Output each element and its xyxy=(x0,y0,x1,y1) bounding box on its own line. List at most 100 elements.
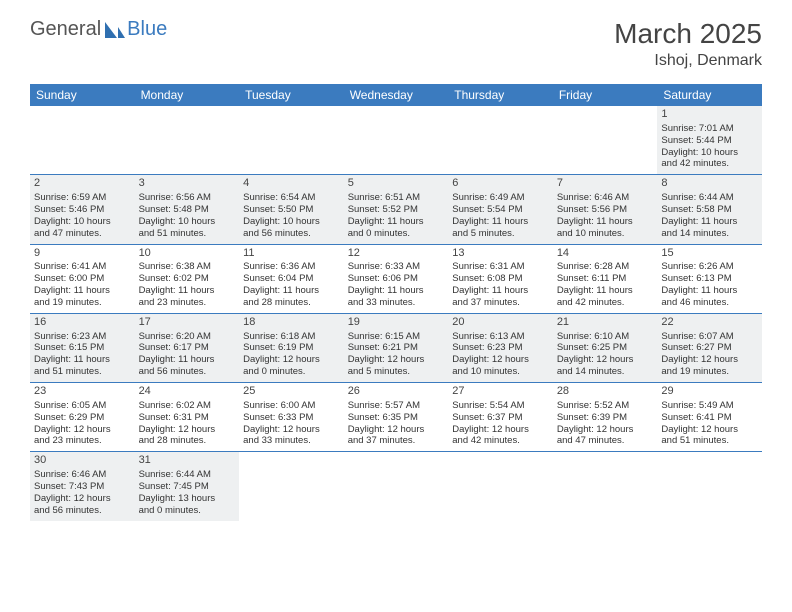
daylight-text: Daylight: 11 hours xyxy=(243,285,340,297)
sunset-text: Sunset: 6:19 PM xyxy=(243,342,340,354)
sunrise-text: Sunrise: 6:36 AM xyxy=(243,261,340,273)
daylight-text: and 14 minutes. xyxy=(661,228,758,240)
calendar-cell: 30Sunrise: 6:46 AMSunset: 7:43 PMDayligh… xyxy=(30,452,135,521)
sunrise-text: Sunrise: 6:33 AM xyxy=(348,261,445,273)
day-header: Saturday xyxy=(657,84,762,106)
sunset-text: Sunset: 5:54 PM xyxy=(452,204,549,216)
daylight-text: Daylight: 12 hours xyxy=(557,354,654,366)
daylight-text: Daylight: 11 hours xyxy=(661,216,758,228)
sunrise-text: Sunrise: 6:51 AM xyxy=(348,192,445,204)
sunset-text: Sunset: 6:25 PM xyxy=(557,342,654,354)
day-header: Sunday xyxy=(30,84,135,106)
sunset-text: Sunset: 6:13 PM xyxy=(661,273,758,285)
daylight-text: Daylight: 13 hours xyxy=(139,493,236,505)
month-title: March 2025 xyxy=(614,18,762,50)
sunset-text: Sunset: 7:45 PM xyxy=(139,481,236,493)
sunrise-text: Sunrise: 5:49 AM xyxy=(661,400,758,412)
daylight-text: and 33 minutes. xyxy=(243,435,340,447)
day-number: 31 xyxy=(139,454,236,468)
sunrise-text: Sunrise: 6:13 AM xyxy=(452,331,549,343)
calendar-cell: 15Sunrise: 6:26 AMSunset: 6:13 PMDayligh… xyxy=(657,244,762,313)
sunset-text: Sunset: 6:00 PM xyxy=(34,273,131,285)
sunset-text: Sunset: 6:27 PM xyxy=(661,342,758,354)
sunrise-text: Sunrise: 6:00 AM xyxy=(243,400,340,412)
daylight-text: and 51 minutes. xyxy=(661,435,758,447)
day-number: 10 xyxy=(139,247,236,261)
calendar-table: Sunday Monday Tuesday Wednesday Thursday… xyxy=(30,84,762,521)
calendar-row: 30Sunrise: 6:46 AMSunset: 7:43 PMDayligh… xyxy=(30,452,762,521)
calendar-cell: 19Sunrise: 6:15 AMSunset: 6:21 PMDayligh… xyxy=(344,313,449,382)
day-number: 18 xyxy=(243,316,340,330)
calendar-cell xyxy=(553,106,658,175)
daylight-text: and 19 minutes. xyxy=(661,366,758,378)
sunset-text: Sunset: 6:15 PM xyxy=(34,342,131,354)
sunrise-text: Sunrise: 6:59 AM xyxy=(34,192,131,204)
sunrise-text: Sunrise: 6:20 AM xyxy=(139,331,236,343)
day-number: 4 xyxy=(243,177,340,191)
sunrise-text: Sunrise: 6:26 AM xyxy=(661,261,758,273)
calendar-cell: 24Sunrise: 6:02 AMSunset: 6:31 PMDayligh… xyxy=(135,383,240,452)
day-header: Thursday xyxy=(448,84,553,106)
day-number: 1 xyxy=(661,108,758,122)
daylight-text: Daylight: 12 hours xyxy=(34,424,131,436)
calendar-cell xyxy=(239,452,344,521)
daylight-text: Daylight: 11 hours xyxy=(139,285,236,297)
calendar-cell: 8Sunrise: 6:44 AMSunset: 5:58 PMDaylight… xyxy=(657,175,762,244)
daylight-text: and 51 minutes. xyxy=(34,366,131,378)
calendar-cell: 31Sunrise: 6:44 AMSunset: 7:45 PMDayligh… xyxy=(135,452,240,521)
calendar-cell: 26Sunrise: 5:57 AMSunset: 6:35 PMDayligh… xyxy=(344,383,449,452)
daylight-text: and 42 minutes. xyxy=(452,435,549,447)
day-number: 6 xyxy=(452,177,549,191)
sunrise-text: Sunrise: 6:46 AM xyxy=(34,469,131,481)
day-header: Tuesday xyxy=(239,84,344,106)
sunset-text: Sunset: 6:39 PM xyxy=(557,412,654,424)
sunrise-text: Sunrise: 6:44 AM xyxy=(139,469,236,481)
sunrise-text: Sunrise: 6:31 AM xyxy=(452,261,549,273)
sunrise-text: Sunrise: 6:28 AM xyxy=(557,261,654,273)
location: Ishoj, Denmark xyxy=(614,52,762,70)
sunset-text: Sunset: 5:50 PM xyxy=(243,204,340,216)
day-number: 15 xyxy=(661,247,758,261)
daylight-text: and 23 minutes. xyxy=(139,297,236,309)
daylight-text: and 10 minutes. xyxy=(557,228,654,240)
sunset-text: Sunset: 6:23 PM xyxy=(452,342,549,354)
calendar-cell: 10Sunrise: 6:38 AMSunset: 6:02 PMDayligh… xyxy=(135,244,240,313)
daylight-text: Daylight: 11 hours xyxy=(34,285,131,297)
daylight-text: Daylight: 10 hours xyxy=(243,216,340,228)
day-number: 13 xyxy=(452,247,549,261)
calendar-cell xyxy=(657,452,762,521)
sunset-text: Sunset: 6:21 PM xyxy=(348,342,445,354)
calendar-row: 9Sunrise: 6:41 AMSunset: 6:00 PMDaylight… xyxy=(30,244,762,313)
sunset-text: Sunset: 6:08 PM xyxy=(452,273,549,285)
day-number: 3 xyxy=(139,177,236,191)
calendar-body: 1Sunrise: 7:01 AMSunset: 5:44 PMDaylight… xyxy=(30,106,762,521)
daylight-text: Daylight: 12 hours xyxy=(557,424,654,436)
daylight-text: Daylight: 12 hours xyxy=(243,354,340,366)
sunset-text: Sunset: 6:02 PM xyxy=(139,273,236,285)
daylight-text: and 56 minutes. xyxy=(139,366,236,378)
day-number: 9 xyxy=(34,247,131,261)
daylight-text: and 46 minutes. xyxy=(661,297,758,309)
daylight-text: and 5 minutes. xyxy=(452,228,549,240)
daylight-text: Daylight: 11 hours xyxy=(557,285,654,297)
calendar-cell xyxy=(448,452,553,521)
calendar-row: 16Sunrise: 6:23 AMSunset: 6:15 PMDayligh… xyxy=(30,313,762,382)
daylight-text: Daylight: 12 hours xyxy=(348,424,445,436)
sunset-text: Sunset: 6:37 PM xyxy=(452,412,549,424)
daylight-text: Daylight: 11 hours xyxy=(661,285,758,297)
calendar-cell xyxy=(30,106,135,175)
day-header: Wednesday xyxy=(344,84,449,106)
daylight-text: and 37 minutes. xyxy=(348,435,445,447)
calendar-cell: 5Sunrise: 6:51 AMSunset: 5:52 PMDaylight… xyxy=(344,175,449,244)
header: General Blue March 2025 Ishoj, Denmark xyxy=(0,0,792,78)
daylight-text: and 14 minutes. xyxy=(557,366,654,378)
daylight-text: Daylight: 12 hours xyxy=(34,493,131,505)
calendar-row: 23Sunrise: 6:05 AMSunset: 6:29 PMDayligh… xyxy=(30,383,762,452)
daylight-text: Daylight: 12 hours xyxy=(661,354,758,366)
sunrise-text: Sunrise: 6:18 AM xyxy=(243,331,340,343)
daylight-text: and 56 minutes. xyxy=(243,228,340,240)
sunrise-text: Sunrise: 7:01 AM xyxy=(661,123,758,135)
daylight-text: and 42 minutes. xyxy=(661,158,758,170)
daylight-text: Daylight: 12 hours xyxy=(452,424,549,436)
sunset-text: Sunset: 6:04 PM xyxy=(243,273,340,285)
